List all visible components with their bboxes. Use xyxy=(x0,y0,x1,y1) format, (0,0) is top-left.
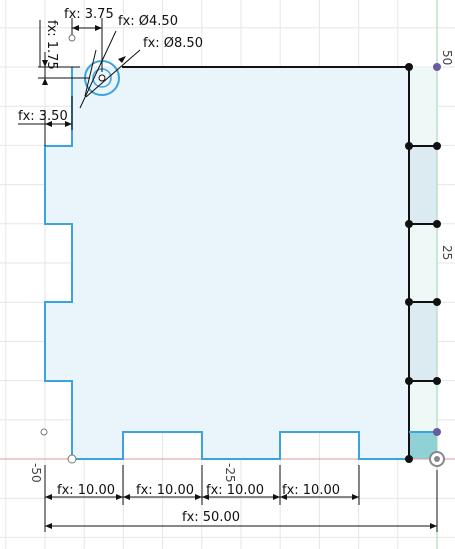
axis-label-bottom-left: -50 xyxy=(29,463,43,483)
sketch-point[interactable] xyxy=(405,455,413,463)
dim-hole-x[interactable]: fx: 3.75 xyxy=(64,7,114,22)
dim-hole-large-diameter[interactable]: fx: Ø8.50 xyxy=(143,36,203,51)
dimension-arrows xyxy=(42,25,437,529)
sketch-point[interactable] xyxy=(433,298,441,306)
left-tab-profile[interactable] xyxy=(45,302,72,381)
sketch-points[interactable] xyxy=(405,63,441,463)
axis-labels: 50 25 -50 -25 xyxy=(29,50,454,483)
dim-hole-small-diameter[interactable]: fx: Ø4.50 xyxy=(118,14,178,29)
axis-label-right-mid: 25 xyxy=(440,245,454,260)
main-plate-profile[interactable] xyxy=(72,67,409,459)
sketch-point[interactable] xyxy=(405,377,413,385)
dim-hole-y[interactable]: fx: 1.75 xyxy=(44,20,59,70)
dim-bottom-1[interactable]: fx: 10.00 xyxy=(57,483,115,498)
construction-points[interactable] xyxy=(40,34,77,464)
constraint-points[interactable] xyxy=(429,63,445,467)
dim-total-width[interactable]: fx: 50.00 xyxy=(182,510,240,525)
dim-bottom-3[interactable]: fx: 10.00 xyxy=(206,483,264,498)
construction-point[interactable] xyxy=(40,428,48,436)
dim-tab-offset[interactable]: fx: 3.50 xyxy=(18,109,68,124)
left-tab-profile[interactable] xyxy=(45,146,72,224)
axis-label-right-top: 50 xyxy=(440,50,454,65)
right-strip-profile[interactable] xyxy=(409,67,437,459)
sketch-point[interactable] xyxy=(405,63,413,71)
sketch-point[interactable] xyxy=(405,298,413,306)
sketch-point[interactable] xyxy=(405,142,413,150)
right-slot-profile[interactable] xyxy=(409,302,437,381)
hole-center-point[interactable] xyxy=(98,74,106,82)
dim-bottom-2[interactable]: fx: 10.00 xyxy=(136,483,194,498)
origin-point-center xyxy=(434,456,440,462)
dimension-labels[interactable]: fx: 3.75 fx: 1.75 fx: Ø4.50 fx: Ø8.50 fx… xyxy=(18,7,340,525)
fixed-point[interactable] xyxy=(433,63,441,71)
axis-label-bottom-mid: -25 xyxy=(223,463,237,483)
sketch-point[interactable] xyxy=(433,377,441,385)
sketch-point[interactable] xyxy=(433,220,441,228)
right-slot-profile[interactable] xyxy=(409,146,437,224)
sketch-profiles[interactable] xyxy=(45,67,437,459)
construction-point[interactable] xyxy=(68,34,76,42)
sketch-point[interactable] xyxy=(433,142,441,150)
dim-bottom-4[interactable]: fx: 10.00 xyxy=(282,483,340,498)
construction-point[interactable] xyxy=(67,454,77,464)
sketch-lines[interactable] xyxy=(122,66,437,459)
sketch-point[interactable] xyxy=(405,220,413,228)
fixed-point[interactable] xyxy=(433,428,441,436)
